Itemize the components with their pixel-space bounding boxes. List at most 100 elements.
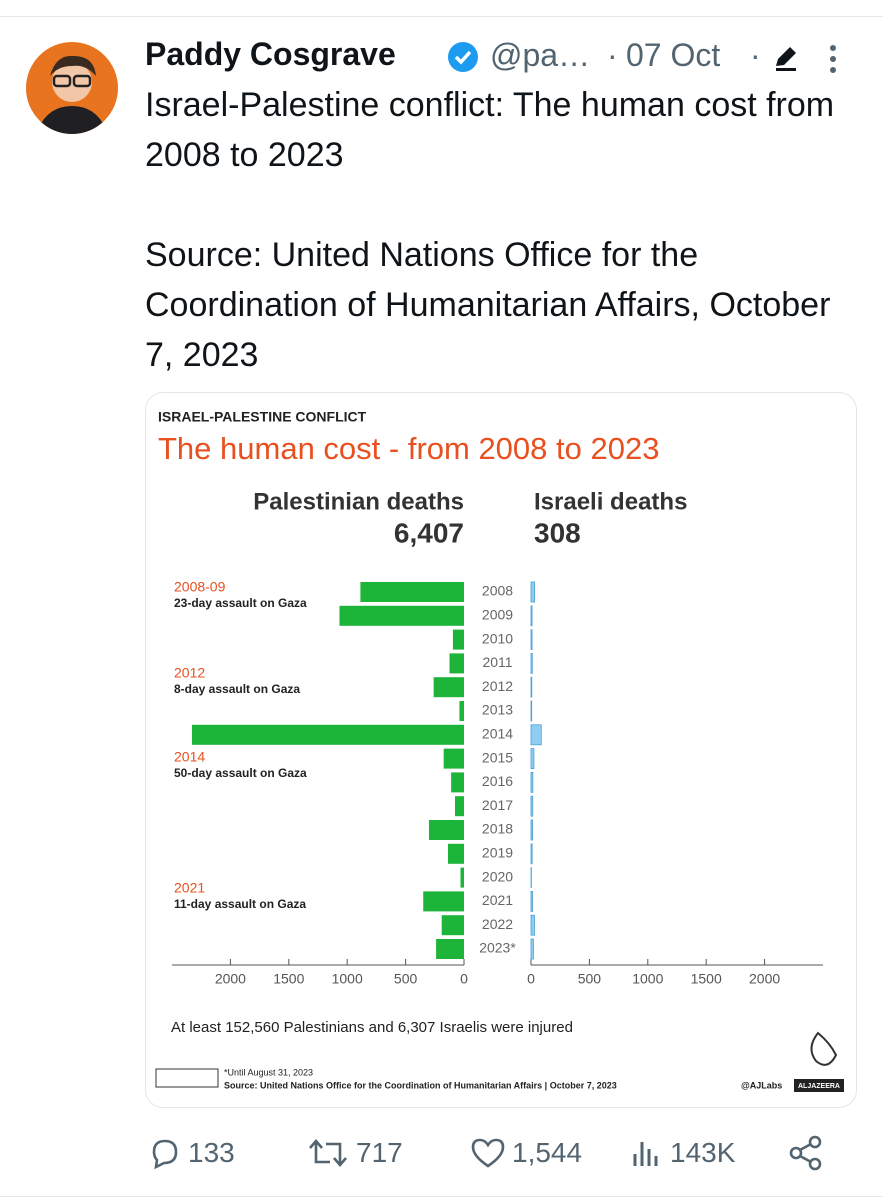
credit: @AJLabs — [741, 1080, 782, 1090]
annotation-label: 2014 — [174, 749, 205, 765]
bar-israeli — [530, 771, 534, 793]
bar-palestinian — [460, 867, 464, 888]
bar-israeli — [530, 676, 533, 698]
bar-israeli — [530, 890, 533, 912]
tweet-text: Israel-Palestine conflict: The human cos… — [145, 86, 835, 374]
x-tick-label-right: 0 — [527, 971, 535, 987]
bar-israeli — [530, 914, 535, 936]
year-label: 2008 — [482, 583, 513, 599]
bar-palestinian — [433, 677, 464, 698]
year-label: 2020 — [482, 868, 513, 884]
bar-palestinian — [455, 796, 464, 817]
bar-israeli — [530, 724, 542, 746]
share-button[interactable] — [788, 1135, 824, 1171]
like-icon — [471, 1138, 505, 1168]
total-right: 308 — [534, 517, 581, 548]
bar-israeli — [530, 605, 533, 627]
x-tick-label-right: 1500 — [691, 971, 722, 987]
legend-right: Israeli deaths — [534, 488, 687, 515]
views-icon — [633, 1142, 658, 1166]
logo-text: ALJAZEERA — [798, 1083, 840, 1090]
tweet-date[interactable]: 07 Oct — [626, 37, 721, 73]
bar-palestinian — [451, 772, 464, 793]
bar-palestinian — [191, 724, 464, 745]
repost-button[interactable]: 717 — [306, 1133, 403, 1173]
annotation-label: 2012 — [174, 665, 205, 681]
reply-button[interactable]: 133 — [148, 1133, 235, 1173]
logo-mark — [810, 1031, 838, 1066]
x-tick-label-left: 500 — [394, 971, 418, 987]
year-label: 2012 — [482, 678, 513, 694]
bar-palestinian — [423, 891, 464, 912]
bar-palestinian — [459, 701, 464, 721]
bar-israeli — [530, 748, 535, 770]
year-label: 2019 — [482, 845, 513, 861]
bar-israeli — [530, 938, 534, 960]
chart-kicker: ISRAEL-PALESTINE CONFLICT — [158, 409, 367, 425]
bar-israeli — [530, 629, 533, 651]
x-tick-label-left: 1000 — [332, 971, 363, 987]
year-label: 2010 — [482, 630, 513, 646]
source: Source: United Nations Office for the Co… — [224, 1080, 617, 1090]
injury-note: At least 152,560 Palestinians and 6,307 … — [171, 1019, 573, 1036]
bar-palestinian — [428, 820, 464, 840]
year-label: 2013 — [482, 702, 513, 718]
bar-israeli — [530, 795, 534, 817]
bar-israeli — [530, 819, 534, 841]
author-handle[interactable]: @pa… — [490, 37, 591, 73]
footnote: *Until August 31, 2023 — [224, 1067, 313, 1077]
year-label: 2014 — [482, 726, 513, 742]
x-tick-label-right: 2000 — [749, 971, 780, 987]
like-button[interactable]: 1,544 — [470, 1133, 582, 1173]
views-button[interactable]: 143K — [630, 1133, 735, 1173]
media-card[interactable]: ISRAEL-PALESTINE CONFLICT The human cost… — [145, 392, 857, 1108]
avatar-image — [36, 55, 108, 134]
x-tick-label-left: 1500 — [273, 971, 304, 987]
annotation-text: 23-day assault on Gaza — [174, 596, 307, 610]
bar-israeli — [530, 843, 533, 865]
x-tick-label-left: 0 — [460, 971, 468, 987]
repost-icon — [309, 1139, 347, 1167]
chart: ISRAEL-PALESTINE CONFLICT The human cost… — [155, 409, 844, 1092]
logo-box — [794, 1079, 844, 1092]
divider — [0, 1196, 883, 1197]
year-label: 2016 — [482, 773, 513, 789]
bar-israeli — [530, 700, 533, 722]
repost-count: 717 — [356, 1137, 403, 1168]
year-label: 2023* — [479, 940, 516, 956]
x-tick-label-right: 500 — [578, 971, 602, 987]
year-label: 2009 — [482, 607, 513, 623]
avatar[interactable] — [26, 42, 118, 134]
bar-palestinian — [449, 653, 464, 674]
separator: · — [750, 37, 761, 73]
bar-palestinian — [436, 939, 464, 959]
annotation-label: 2021 — [174, 880, 205, 896]
verified-badge — [448, 42, 478, 72]
edited-icon[interactable] — [772, 44, 800, 72]
total-left: 6,407 — [394, 517, 464, 548]
legend-left: Palestinian deaths — [253, 488, 464, 515]
bar-palestinian — [441, 915, 464, 936]
chart-title: The human cost - from 2008 to 2023 — [158, 431, 659, 466]
annotation-text: 11-day assault on Gaza — [174, 897, 306, 911]
x-tick-label-left: 2000 — [215, 971, 246, 987]
annotation-text: 50-day assault on Gaza — [174, 766, 307, 780]
year-label: 2021 — [482, 892, 513, 908]
reply-icon — [152, 1139, 178, 1170]
bar-palestinian — [452, 629, 464, 650]
x-tick-label-right: 1000 — [632, 971, 663, 987]
bar-israeli — [530, 652, 533, 674]
author-name[interactable]: Paddy Cosgrave — [145, 36, 396, 72]
divider — [0, 16, 883, 17]
more-button[interactable] — [826, 44, 840, 74]
bar-palestinian — [360, 582, 464, 602]
like-count: 1,544 — [512, 1137, 583, 1168]
year-label: 2022 — [482, 916, 513, 932]
bar-israeli — [530, 581, 536, 603]
bar-palestinian — [443, 748, 464, 769]
annotation-text: 8-day assault on Gaza — [174, 682, 300, 696]
year-label: 2018 — [482, 821, 513, 837]
separator: · — [607, 37, 618, 73]
year-label: 2015 — [482, 749, 513, 765]
